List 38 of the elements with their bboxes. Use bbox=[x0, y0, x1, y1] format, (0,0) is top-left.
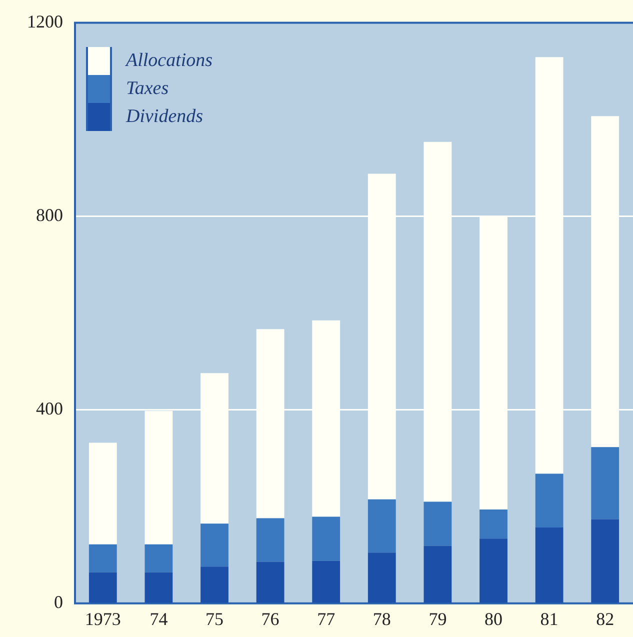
bar bbox=[312, 560, 340, 603]
bar bbox=[256, 562, 284, 603]
bar bbox=[256, 518, 284, 562]
x-tick-label: 77 bbox=[317, 608, 336, 629]
bar bbox=[88, 544, 117, 572]
bar bbox=[424, 502, 452, 546]
x-tick-label: 81 bbox=[540, 608, 558, 629]
legend-label: Allocations bbox=[126, 50, 213, 72]
bar bbox=[88, 572, 117, 603]
bar bbox=[591, 519, 620, 603]
legend-label: Dividends bbox=[126, 106, 204, 128]
bar bbox=[535, 527, 564, 603]
bar bbox=[144, 572, 173, 603]
bar bbox=[480, 538, 508, 603]
bar bbox=[368, 552, 396, 603]
x-tick-label: 1973 bbox=[84, 608, 121, 629]
x-tick-label: 78 bbox=[372, 608, 391, 629]
x-tick-label: 76 bbox=[261, 608, 280, 629]
y-tick-label: 1200 bbox=[27, 12, 63, 32]
y-tick-label: 400 bbox=[36, 398, 63, 419]
x-tick-label: 79 bbox=[428, 608, 447, 629]
x-tick-label: 75 bbox=[206, 608, 224, 629]
x-tick-label: 74 bbox=[150, 608, 168, 629]
bar bbox=[200, 524, 228, 567]
x-tick-label: 80 bbox=[484, 608, 502, 629]
bar bbox=[312, 516, 340, 561]
bar bbox=[480, 510, 508, 539]
bar bbox=[200, 566, 228, 603]
y-tick-label: 800 bbox=[36, 205, 63, 226]
legend-label: Taxes bbox=[126, 78, 169, 100]
y-tick-label: 0 bbox=[54, 592, 63, 612]
bar bbox=[88, 442, 117, 544]
bar bbox=[535, 474, 564, 528]
bar bbox=[591, 447, 620, 520]
x-tick-label: 82 bbox=[596, 608, 614, 629]
bar bbox=[144, 544, 173, 572]
bar bbox=[424, 546, 452, 603]
bar bbox=[368, 499, 396, 553]
